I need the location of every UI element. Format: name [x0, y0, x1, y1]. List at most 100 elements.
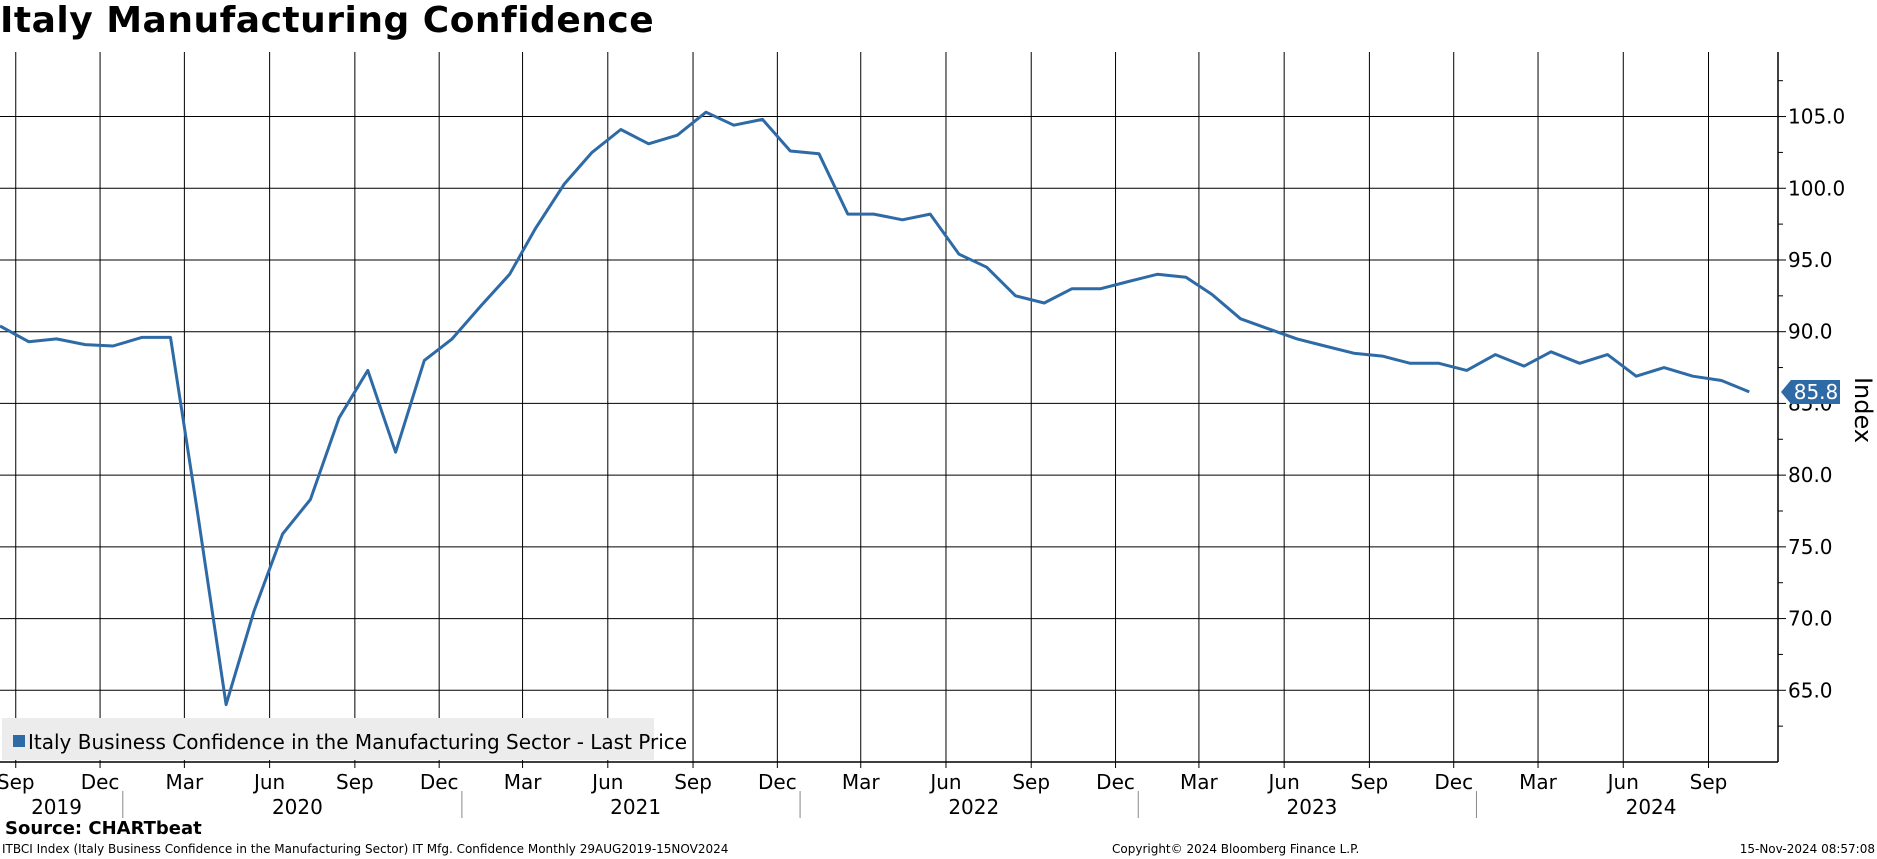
x-tick-label: Mar [166, 770, 205, 794]
data-point [534, 227, 537, 230]
data-point [479, 304, 482, 307]
data-point [818, 152, 821, 155]
x-tick-label: Dec [420, 770, 459, 794]
data-point [394, 451, 397, 454]
data-point [27, 340, 30, 343]
data-point [647, 142, 650, 145]
grid-lines [0, 52, 1778, 762]
data-point [1720, 379, 1723, 382]
data-point [366, 369, 369, 372]
data-point [1099, 287, 1102, 290]
data-point [1184, 276, 1187, 279]
data-point [1014, 294, 1017, 297]
x-tick-label: Sep [1690, 770, 1728, 794]
data-point [1494, 353, 1497, 356]
data-point [1296, 337, 1299, 340]
legend-label: Italy Business Confidence in the Manufac… [28, 730, 687, 754]
footer-timestamp: 15-Nov-2024 08:57:08 [1739, 842, 1875, 856]
y-tick-label: 105.0 [1788, 105, 1845, 129]
data-point [1550, 350, 1553, 353]
chart-title: Italy Manufacturing Confidence [0, 0, 655, 41]
data-point [705, 111, 708, 114]
footer-description: ITBCI Index (Italy Business Confidence i… [2, 842, 729, 856]
data-point [591, 151, 594, 154]
x-tick-label: Dec [1096, 770, 1135, 794]
x-tick-label: Jun [928, 770, 961, 794]
data-point [1127, 280, 1130, 283]
y-tick-label: 70.0 [1788, 607, 1833, 631]
data-point [1663, 366, 1666, 369]
x-tick-label: Jun [590, 770, 623, 794]
x-year-label: 2019 [31, 795, 82, 819]
data-point [1210, 293, 1213, 296]
data-point [1043, 302, 1046, 305]
x-tick-label: Sep [674, 770, 712, 794]
data-point [563, 182, 566, 185]
data-point [1578, 362, 1581, 365]
data-point [985, 266, 988, 269]
x-year-label: 2023 [1287, 795, 1338, 819]
x-tick-label: Dec [1434, 770, 1473, 794]
data-point [309, 498, 312, 501]
x-tick-label: Sep [0, 770, 35, 794]
data-point [1409, 362, 1412, 365]
x-tick-label: Mar [504, 770, 543, 794]
data-point [901, 218, 904, 221]
data-point [1523, 365, 1526, 368]
axis-labels: Sep Dec Mar Jun Sep Dec Mar Jun Sep Dec Mar Jun Sep D… [0, 105, 1877, 819]
data-point [252, 610, 255, 613]
data-point [846, 213, 849, 216]
x-year-label: 2024 [1626, 795, 1677, 819]
x-tick-label: Sep [1012, 770, 1050, 794]
x-tick-label: Jun [1606, 770, 1639, 794]
data-point [1323, 345, 1326, 348]
x-year-label: 2020 [272, 795, 323, 819]
data-point [676, 134, 679, 137]
x-year-label: 2022 [948, 795, 999, 819]
y-tick-label: 100.0 [1788, 176, 1845, 200]
source-line: Source: CHARTbeat [5, 818, 202, 839]
data-point [84, 343, 87, 346]
footer-copyright: Copyright© 2024 Bloomberg Finance L.P. [1112, 842, 1360, 856]
data-point [169, 336, 172, 339]
axes [0, 52, 1786, 818]
data-point [281, 532, 284, 535]
data-point [451, 337, 454, 340]
legend: Italy Business Confidence in the Manufac… [2, 718, 687, 760]
data-point [423, 359, 426, 362]
data-point [1156, 273, 1159, 276]
x-year-label: 2021 [610, 795, 661, 819]
data-point [1748, 390, 1751, 393]
data-point [789, 149, 792, 152]
x-tick-label: Mar [842, 770, 881, 794]
series-line [0, 110, 1750, 707]
y-tick-label: 75.0 [1788, 535, 1833, 559]
data-point [112, 345, 115, 348]
data-point [55, 337, 58, 340]
last-value-badge [1781, 379, 1840, 404]
data-point [1352, 352, 1355, 355]
y-tick-label: 65.0 [1788, 678, 1833, 702]
x-tick-label: Jun [252, 770, 285, 794]
last-value-label: 85.8 [1794, 380, 1839, 404]
data-point [761, 118, 764, 121]
x-tick-label: Jun [1267, 770, 1300, 794]
data-point [619, 128, 622, 131]
data-point [1437, 362, 1440, 365]
x-tick-label: Mar [1519, 770, 1558, 794]
data-point [140, 336, 143, 339]
x-tick-label: Dec [81, 770, 120, 794]
x-tick-label: Sep [336, 770, 374, 794]
data-point [508, 273, 511, 276]
data-point [732, 124, 735, 127]
data-point [225, 703, 228, 706]
data-point [1635, 375, 1638, 378]
data-point [957, 253, 960, 256]
data-point [1691, 375, 1694, 378]
data-point [338, 416, 341, 419]
y-tick-label: 80.0 [1788, 463, 1833, 487]
data-point [872, 213, 875, 216]
y-tick-label: 90.0 [1788, 320, 1833, 344]
data-point [1070, 287, 1073, 290]
